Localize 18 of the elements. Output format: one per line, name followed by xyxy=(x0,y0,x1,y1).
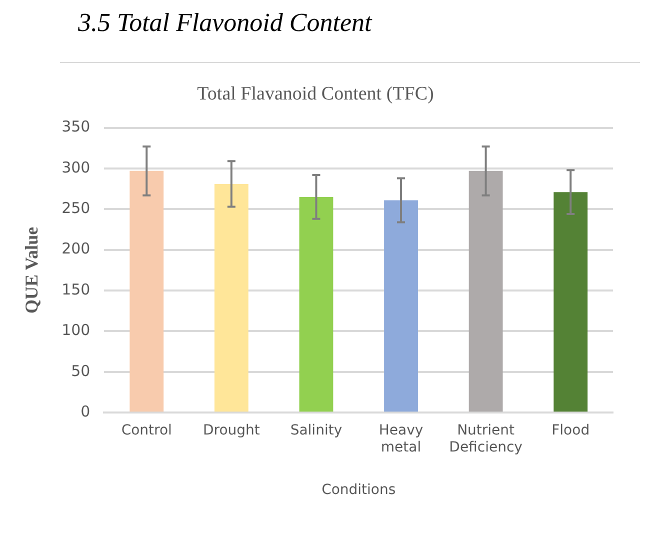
x-axis-title: Conditions xyxy=(322,482,396,498)
y-tick-label: 50 xyxy=(71,362,90,380)
x-tick-label: Flood xyxy=(552,422,590,439)
y-axis-title: QUE Value xyxy=(21,226,42,314)
y-tick-label: 0 xyxy=(80,402,90,420)
x-tick-label: Control xyxy=(121,422,172,439)
y-tick-label: 250 xyxy=(62,199,90,218)
text: 3.5 Total Flavonoid Content xyxy=(78,8,374,38)
x-tick-label: Drought xyxy=(202,422,260,439)
y-tick-label: 300 xyxy=(62,158,90,176)
x-tick-label: Nutrient Deficiency xyxy=(449,422,522,456)
y-tick-label: 100 xyxy=(62,321,90,340)
y-tick-label: 150 xyxy=(62,280,90,298)
y-tick-label: 200 xyxy=(62,240,90,258)
y-tick-label: 350 xyxy=(62,118,90,136)
x-tick-label: Salinity xyxy=(290,422,342,439)
x-tick-label: Heavy metal xyxy=(378,422,424,456)
chart-title: Total Flavanoid Content (TFC) xyxy=(197,83,434,104)
